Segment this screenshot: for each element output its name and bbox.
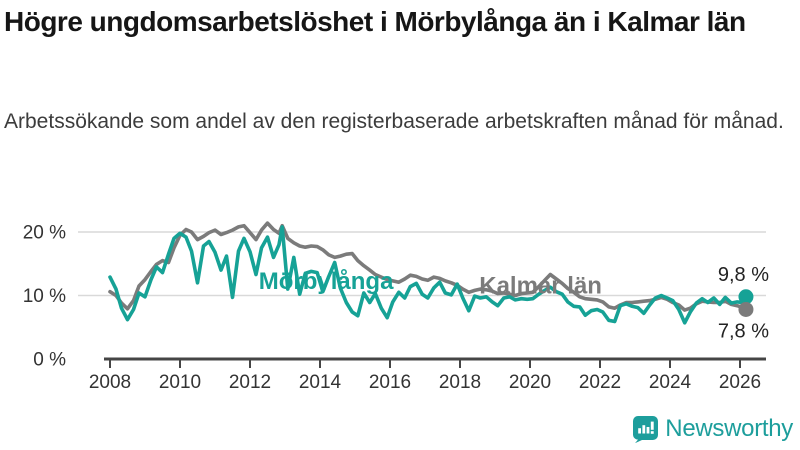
y-axis-tick-label: 20 %: [23, 223, 66, 244]
x-axis-tick-label: 2008: [89, 372, 131, 393]
series-label: Kalmar län: [479, 273, 602, 300]
page-subtitle: Arbetssökande som andel av den registerb…: [4, 110, 784, 133]
x-axis-tick-label: 2012: [229, 372, 271, 393]
x-axis-tick-label: 2020: [509, 372, 551, 393]
x-axis-tick-label: 2024: [649, 372, 692, 393]
y-axis-tick-label: 10 %: [23, 286, 66, 307]
newsworthy-logo: Newsworthy: [633, 415, 793, 443]
y-axis-tick-label: 0 %: [33, 350, 66, 371]
series-line-morbylanga: [108, 225, 748, 325]
x-axis-tick-label: 2010: [159, 372, 201, 393]
series-label: Mörbylånga: [259, 268, 394, 295]
series-line-kalmar-lan: [108, 221, 748, 312]
end-point-dot: [738, 289, 754, 305]
x-axis-tick-label: 2014: [299, 372, 342, 393]
end-point-dot: [738, 301, 754, 317]
end-value-label: 9,8 %: [718, 264, 769, 286]
x-axis-tick-label: 2022: [579, 372, 621, 393]
newsworthy-wordmark: Newsworthy: [665, 415, 793, 442]
page-title: Högre ungdomsarbetslöshet i Mörbylånga ä…: [4, 6, 746, 37]
x-axis-tick-label: 2016: [369, 372, 411, 393]
x-axis-tick-label: 2026: [719, 372, 761, 393]
end-value-label: 7,8 %: [718, 320, 769, 342]
x-axis-tick-label: 2018: [439, 372, 481, 393]
newsworthy-icon: [633, 415, 659, 443]
